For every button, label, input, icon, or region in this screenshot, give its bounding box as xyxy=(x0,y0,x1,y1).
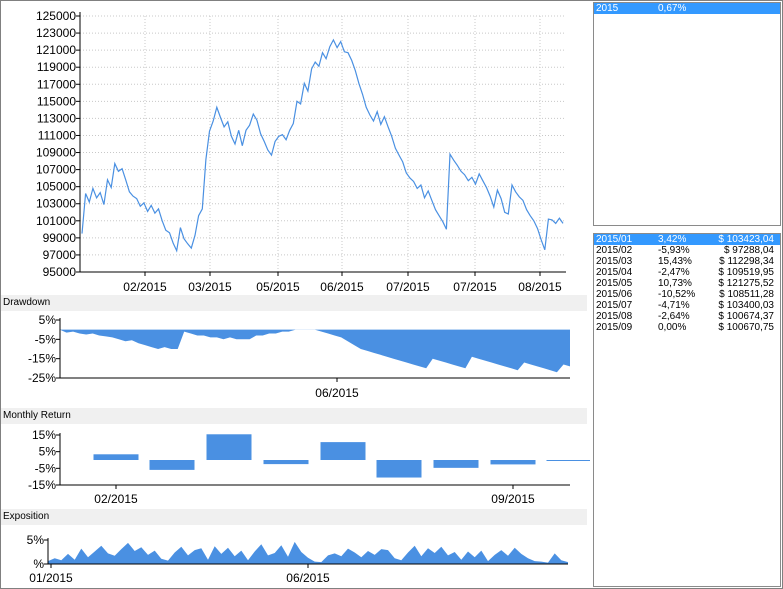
x-tick-label: 06/2015 xyxy=(315,386,359,400)
month-label: 2015/06 xyxy=(596,289,633,300)
month-return: 15,43% xyxy=(658,256,692,267)
x-tick-label: 01/2015 xyxy=(29,571,73,585)
month-value: $ 100674,37 xyxy=(718,311,774,322)
year-label: 2015 xyxy=(596,3,619,14)
year-list-item[interactable]: 2015 0,67% xyxy=(594,3,780,14)
y-tick-label: 95000 xyxy=(43,265,77,279)
month-list-item[interactable]: 2015/03 15,43% $ 112298,34 xyxy=(594,256,780,267)
bar xyxy=(263,460,309,465)
y-tick-label: 121000 xyxy=(36,43,76,57)
month-list-item[interactable]: 2015/08 -2,64% $ 100674,37 xyxy=(594,311,780,322)
exposition-chart: 5%%01/2015 06/2015 xyxy=(27,533,568,585)
y-tick-label: 97000 xyxy=(43,248,77,262)
month-list-item[interactable]: 2015/07 -4,71% $ 103400,03 xyxy=(594,300,780,311)
month-label: 2015/05 xyxy=(596,278,633,289)
month-return: -2,47% xyxy=(658,267,690,278)
month-return: -4,71% xyxy=(658,300,690,311)
month-return: 3,42% xyxy=(658,234,687,245)
y-tick-label: 111000 xyxy=(38,128,77,142)
month-value: $ 97288,04 xyxy=(723,245,774,256)
x-tick-label: 02/2015 xyxy=(123,280,167,294)
y-tick-label: 99000 xyxy=(43,231,77,245)
bar xyxy=(546,460,590,461)
y-tick-label: 119000 xyxy=(37,60,76,74)
drawdown-chart: 5% -5% -15% -25% 06/2015 xyxy=(28,313,570,400)
drawdown-title: Drawdown xyxy=(1,295,587,311)
equity-chart: 125000 123000 121000 119000 117000 115000 1130… xyxy=(36,9,566,294)
month-return: -5,93% xyxy=(658,245,690,256)
x-tick-label: 07/2015 xyxy=(386,280,430,294)
monthly-return-chart: 15% 5% -5% -15% 02/2015 09/2015 xyxy=(28,428,590,506)
month-list-item[interactable]: 2015/02 -5,93% $ 97288,04 xyxy=(594,245,780,256)
month-label: 2015/01 xyxy=(596,234,633,245)
month-label: 2015/03 xyxy=(596,256,633,267)
bar xyxy=(433,460,479,468)
x-tick-label: 03/2015 xyxy=(188,280,232,294)
x-tick-label: 06/2015 xyxy=(320,280,364,294)
month-return: -10,52% xyxy=(658,289,696,300)
month-listbox[interactable]: 2015/01 3,42% $ 103423,04 2015/02 -5,93% $ 97… xyxy=(593,233,781,587)
y-tick-label: 101000 xyxy=(36,214,76,228)
y-tick-label: -15% xyxy=(28,352,56,366)
month-value: $ 109519,95 xyxy=(718,267,774,278)
month-return: 10,73% xyxy=(658,278,692,289)
month-list-item[interactable]: 2015/09 0,00% $ 100670,75 xyxy=(594,322,780,333)
y-tick-label: 117000 xyxy=(37,77,76,91)
month-label: 2015/07 xyxy=(596,300,633,311)
month-value: $ 100670,75 xyxy=(718,322,774,333)
bar xyxy=(320,442,366,460)
x-tick-label: 05/2015 xyxy=(256,280,300,294)
x-tick-label: 09/2015 xyxy=(491,492,535,506)
y-tick-label: -15% xyxy=(28,478,56,492)
y-tick-label: 105000 xyxy=(36,180,76,194)
y-tick-label: 115000 xyxy=(37,94,76,108)
month-list-item[interactable]: 2015/05 10,73% $ 121275,52 xyxy=(594,278,780,289)
y-tick-label: % xyxy=(33,557,44,571)
y-tick-label: 5% xyxy=(39,313,57,327)
bar xyxy=(149,460,195,470)
year-listbox[interactable]: 2015 0,67% xyxy=(593,2,781,226)
month-return: 0,00% xyxy=(658,322,687,333)
drawdown-area xyxy=(60,329,570,373)
month-value: $ 112298,34 xyxy=(719,256,774,267)
month-list-item[interactable]: 2015/01 3,42% $ 103423,04 xyxy=(594,234,780,245)
equity-line xyxy=(81,38,564,253)
y-tick-label: 113000 xyxy=(37,111,76,125)
y-tick-label: 5% xyxy=(27,533,45,547)
month-label: 2015/04 xyxy=(596,267,633,278)
y-tick-label: 5% xyxy=(39,445,57,459)
y-tick-label: 123000 xyxy=(36,26,76,40)
month-return: -2,64% xyxy=(658,311,690,322)
monthly-return-title: Monthly Return xyxy=(1,408,587,424)
bar xyxy=(206,434,252,460)
y-tick-label: 109000 xyxy=(36,146,76,160)
year-return: 0,67% xyxy=(658,3,687,14)
month-value: $ 103423,04 xyxy=(718,234,774,245)
y-tick-label: 103000 xyxy=(36,197,76,211)
month-label: 2015/02 xyxy=(596,245,633,256)
y-tick-label: -25% xyxy=(28,371,56,385)
month-list-item[interactable]: 2015/06 -10,52% $ 108511,28 xyxy=(594,289,780,300)
month-value: $ 121275,52 xyxy=(718,278,774,289)
y-tick-label: -5% xyxy=(35,332,57,346)
x-tick-label: 02/2015 xyxy=(94,492,138,506)
bar xyxy=(93,454,139,460)
bar xyxy=(490,460,536,465)
bar xyxy=(376,460,422,478)
month-value: $ 108511,28 xyxy=(719,289,774,300)
x-tick-label: 07/2015 xyxy=(453,280,497,294)
month-value: $ 103400,03 xyxy=(718,300,774,311)
x-tick-label: 06/2015 xyxy=(286,571,330,585)
x-tick-label: 08/2015 xyxy=(518,280,562,294)
y-tick-label: -5% xyxy=(35,461,57,475)
month-label: 2015/08 xyxy=(596,311,633,322)
month-list-item[interactable]: 2015/04 -2,47% $ 109519,95 xyxy=(594,267,780,278)
exposition-area xyxy=(48,541,568,564)
y-tick-label: 107000 xyxy=(36,163,76,177)
exposition-title: Exposition xyxy=(1,509,587,525)
month-label: 2015/09 xyxy=(596,322,633,333)
y-tick-label: 15% xyxy=(32,428,56,442)
y-tick-label: 125000 xyxy=(36,9,76,23)
